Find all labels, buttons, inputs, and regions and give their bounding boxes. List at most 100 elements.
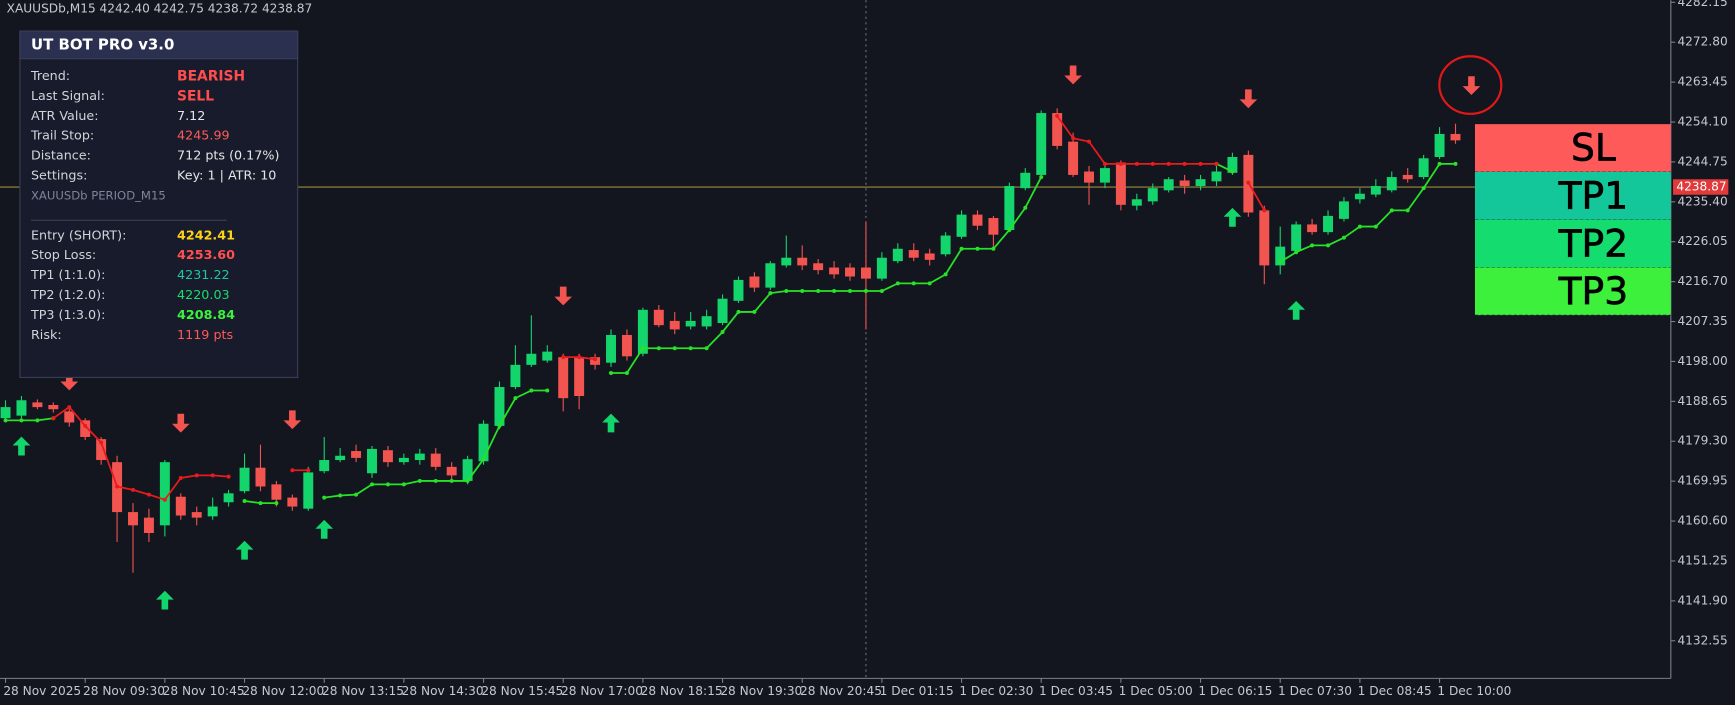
y-tick-label: 4244.75 <box>1677 154 1727 168</box>
trail-stop-dot <box>784 289 789 294</box>
panel-box <box>19 30 299 378</box>
candle-body <box>1227 157 1238 173</box>
trail-stop-dot <box>768 291 773 296</box>
trail-stop-dot <box>290 468 295 473</box>
candle-body <box>797 257 808 266</box>
candle-body <box>0 407 11 419</box>
candle-body <box>1020 172 1031 189</box>
candle-body <box>382 450 393 463</box>
sell-arrow <box>1239 89 1258 109</box>
y-tick-label: 4169.95 <box>1677 474 1727 488</box>
x-tick-label: 28 Nov 13:15 <box>322 684 404 698</box>
trail-stop-dot <box>162 497 167 502</box>
x-tick-label: 1 Dec 08:45 <box>1358 684 1432 698</box>
x-tick-label: 1 Dec 01:15 <box>880 684 954 698</box>
candle-body <box>829 267 840 275</box>
trail-stop-dot <box>1230 169 1235 174</box>
panel-row-label: Entry (SHORT): <box>31 227 126 242</box>
trail-stop-dot <box>863 289 868 294</box>
x-tick-label: 28 Nov 2025 <box>3 684 81 698</box>
trail-stop-dot <box>1134 161 1139 166</box>
buy-arrow <box>602 413 620 433</box>
candle-body <box>1052 113 1063 146</box>
trail-stop-dot <box>385 482 390 487</box>
trail-stop-dot <box>832 289 837 294</box>
candle-body <box>494 387 505 426</box>
panel-row-label: TP3 (1:3.0): <box>30 307 105 322</box>
trail-stop-dot <box>991 246 996 251</box>
trail-stop-dot <box>1150 161 1155 166</box>
panel-row-value: 1119 pts <box>177 327 233 342</box>
trail-stop-dot <box>1326 243 1331 248</box>
candle-body <box>892 248 903 262</box>
trail-stop-dot <box>401 482 406 487</box>
candle-body <box>606 334 616 363</box>
trail-stop-dot <box>624 370 629 375</box>
trail-stop-dot <box>1341 235 1346 240</box>
trail-stop-dot <box>816 289 821 294</box>
trail-stop-dot <box>1262 208 1267 213</box>
candle-body <box>223 493 234 503</box>
trail-stop-dot <box>1437 161 1442 166</box>
trail-stop-dot <box>943 272 948 277</box>
candle-body <box>351 451 362 458</box>
level-handwritten-label: TP2 <box>1558 221 1629 265</box>
candle-body <box>1115 162 1126 205</box>
trail-stop-dot <box>1453 161 1458 166</box>
candle-body <box>1370 186 1381 195</box>
panel-row-label: Stop Loss: <box>31 247 96 262</box>
panel-row-label: TP1 (1:1.0): <box>30 267 105 282</box>
candle-body <box>1338 201 1349 219</box>
trail-stop-dot <box>1357 224 1362 229</box>
candle-body <box>526 353 537 365</box>
candle-body <box>335 455 346 461</box>
trail-stop-dot <box>322 495 327 500</box>
trail-stop-dot <box>370 482 374 487</box>
trail-stop-dot <box>1039 175 1044 180</box>
trail-stop-dot <box>545 388 550 393</box>
candle-body <box>1179 180 1190 187</box>
trail-stop-dot <box>338 493 343 498</box>
trail-stop-dot <box>19 418 24 423</box>
candle-body <box>1434 133 1445 158</box>
candle-body <box>956 214 967 237</box>
candle-body <box>749 276 760 288</box>
trail-stop-dot <box>433 478 438 483</box>
candle-body <box>988 218 999 235</box>
trail-stop-dot <box>1246 180 1251 185</box>
trail-stop-dot <box>1198 161 1203 166</box>
trail-stop-dot <box>609 370 614 375</box>
sell-arrow <box>554 286 573 306</box>
panel-title-bar <box>19 30 299 60</box>
y-tick-label: 4216.70 <box>1677 274 1727 288</box>
candle-body <box>398 457 409 463</box>
candle-body <box>1323 215 1334 233</box>
trail-stop-dot <box>895 281 900 286</box>
candle-body <box>1450 133 1461 141</box>
y-tick-label: 4132.55 <box>1677 633 1727 647</box>
candle-body <box>717 298 728 324</box>
candle-body <box>239 467 250 492</box>
level-handwritten-label: TP1 <box>1558 173 1629 217</box>
trail-stop-dot <box>99 440 104 445</box>
y-tick-label: 4188.65 <box>1677 394 1727 408</box>
y-tick-label: 4198.00 <box>1677 354 1727 368</box>
trail-stop-dot <box>577 355 582 360</box>
candle-body <box>446 466 457 476</box>
panel-row-value: SELL <box>177 88 214 104</box>
candle-body <box>510 364 521 388</box>
panel-row-value: 4245.99 <box>177 128 230 143</box>
trail-stop-dot <box>529 388 534 393</box>
panel-row-value: BEARISH <box>177 68 245 84</box>
panel-row-value: 712 pts (0.17%) <box>177 148 279 163</box>
x-tick-label: 1 Dec 10:00 <box>1437 684 1511 698</box>
trail-stop-dot <box>593 357 598 362</box>
trail-stop-dot <box>51 416 56 421</box>
candle-body <box>1386 177 1397 191</box>
candle-body <box>430 453 441 467</box>
trail-stop-dot <box>1214 161 1219 166</box>
candle-body <box>128 512 138 526</box>
candle-body <box>1004 186 1015 230</box>
trail-stop-dot <box>115 484 120 489</box>
